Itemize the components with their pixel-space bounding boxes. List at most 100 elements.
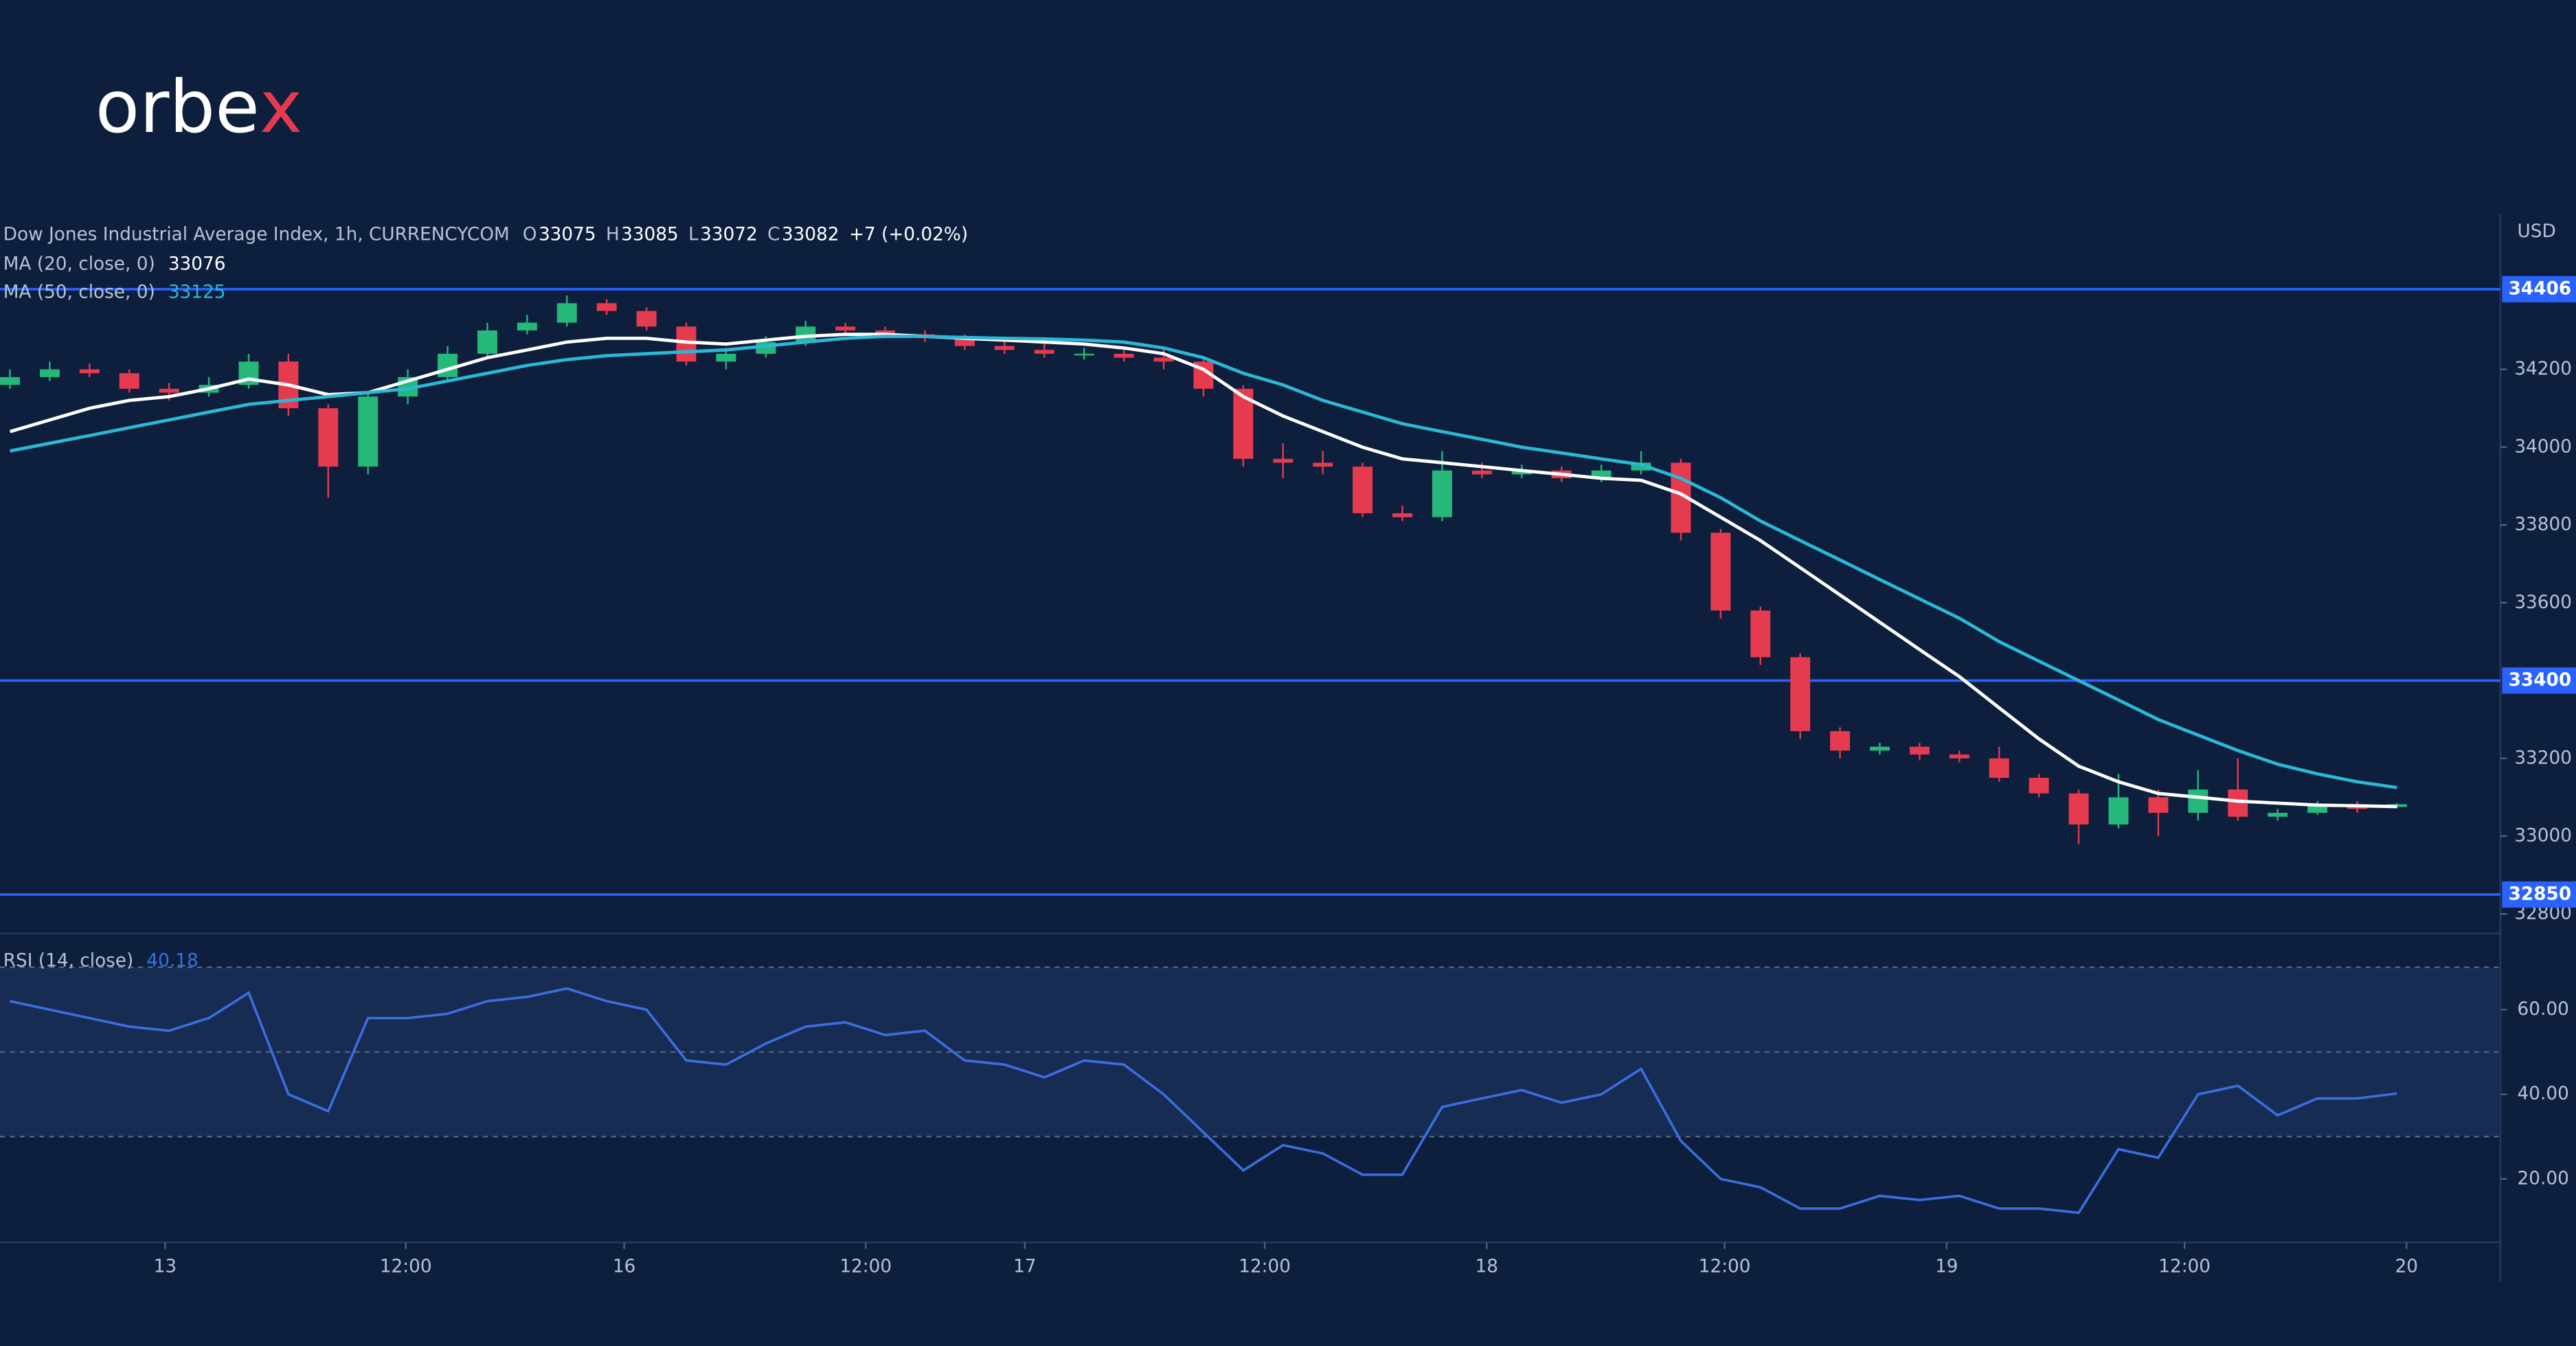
x-tick-label: 12:00 <box>839 1257 892 1277</box>
legend-text: 33125 <box>168 282 226 302</box>
x-tick-label: 12:00 <box>1699 1257 1751 1277</box>
candle-body <box>119 373 139 389</box>
candle-body <box>517 322 537 330</box>
candle-body <box>39 369 60 377</box>
x-tick-label: 12:00 <box>380 1257 432 1277</box>
candle-body <box>1353 467 1373 514</box>
candle-body <box>2108 797 2129 825</box>
logo: orbex <box>95 65 302 149</box>
legend-text: 33072 <box>700 225 758 245</box>
candle-body <box>1471 470 1492 475</box>
candle-body <box>1034 350 1054 354</box>
x-tick-label: 19 <box>1935 1257 1958 1277</box>
candle-body <box>1830 731 1851 751</box>
candle-body <box>954 338 975 346</box>
candle-body <box>1273 458 1293 463</box>
candle-body <box>994 346 1015 350</box>
candle-body <box>1114 353 1134 358</box>
y-tick-label: 33600 <box>2514 592 2572 613</box>
legend-text: H <box>606 225 620 245</box>
level-label: 33400 <box>2509 670 2572 691</box>
legend-text: MA (50, close, 0) <box>3 282 155 302</box>
candle-body <box>875 330 896 335</box>
ma-line <box>10 335 2397 789</box>
y-tick-label: 40.00 <box>2518 1084 2569 1104</box>
y-tick-label: 33000 <box>2514 826 2572 846</box>
candle-body <box>2307 805 2328 814</box>
candle-body <box>1432 470 1452 517</box>
x-tick-label: 17 <box>1013 1257 1036 1277</box>
candle-body <box>318 408 339 467</box>
candle-body <box>79 369 100 374</box>
candle-body <box>477 330 497 354</box>
candle-body <box>835 326 856 330</box>
rsi-line <box>10 987 2397 1215</box>
legend-text: 33082 <box>782 225 839 245</box>
legend-text: MA (20, close, 0) <box>3 254 155 275</box>
level-label: 34406 <box>2509 278 2572 299</box>
logo-main: orbe <box>95 65 260 149</box>
candle-body <box>1750 610 1771 658</box>
y-tick-label: 33200 <box>2514 748 2572 768</box>
legend-text: RSI (14, close) <box>3 951 134 972</box>
candle-body <box>1790 657 1811 732</box>
candle-body <box>1313 462 1333 467</box>
legend-text: 33076 <box>168 254 226 275</box>
legend-text: O <box>523 225 537 245</box>
candle-body <box>1949 754 1969 759</box>
x-tick-label: 12:00 <box>1239 1257 1291 1277</box>
candle-body <box>716 353 736 362</box>
candle-body <box>556 303 577 323</box>
candle-body <box>1710 532 1731 611</box>
level-label-box <box>2502 881 2576 908</box>
candle-body <box>636 311 657 327</box>
x-tick-label: 12:00 <box>2158 1257 2211 1277</box>
y-tick-label: 33800 <box>2514 515 2572 535</box>
candle-body <box>1591 470 1612 479</box>
candle-body <box>2386 804 2407 807</box>
y-tick-label: 34000 <box>2514 436 2572 457</box>
candle-body <box>0 377 20 385</box>
x-tick-label: 16 <box>613 1257 635 1277</box>
candle-body <box>159 388 179 393</box>
candle-body <box>438 353 458 377</box>
ma-line <box>9 333 2397 809</box>
y-tick-label: 20.00 <box>2518 1168 2569 1189</box>
candle-body <box>2068 793 2089 825</box>
legend-value: 40.18 <box>146 951 198 972</box>
y-tick-label: 60.00 <box>2518 999 2569 1020</box>
candle-body <box>2148 797 2169 814</box>
candle-body <box>596 303 617 311</box>
candle-body <box>1153 357 1174 362</box>
legend-text: Dow Jones Industrial Average Index, 1h, … <box>3 225 510 245</box>
candle-body <box>1631 462 1651 471</box>
legend-text: L <box>688 225 699 245</box>
legend-text: +7 (+0.02%) <box>849 225 968 245</box>
candle-body <box>2268 813 2288 817</box>
logo-accent: x <box>260 65 302 149</box>
x-tick-label: 13 <box>154 1257 177 1277</box>
y-tick-label: 34200 <box>2514 359 2572 379</box>
level-label-box <box>2502 667 2576 694</box>
candle-body <box>1909 746 1930 755</box>
candle-body <box>1511 470 1532 475</box>
legend-text: 33075 <box>539 225 596 245</box>
candle-body <box>2188 789 2208 814</box>
level-label-box <box>2502 276 2576 303</box>
x-tick-label: 18 <box>1476 1257 1498 1277</box>
candle-body <box>1870 746 1890 751</box>
y-axis-label: USD <box>2518 221 2556 242</box>
candle-body <box>676 326 697 362</box>
legend-text: 33085 <box>621 225 679 245</box>
candle-body <box>1074 353 1094 356</box>
candle-body <box>1989 758 2009 778</box>
candle-body <box>1392 513 1412 517</box>
candle-body <box>358 396 379 467</box>
x-tick-label: 20 <box>2395 1257 2418 1277</box>
candle-body <box>2029 778 2049 794</box>
legend-text: C <box>767 225 780 245</box>
level-label: 32850 <box>2509 884 2572 904</box>
